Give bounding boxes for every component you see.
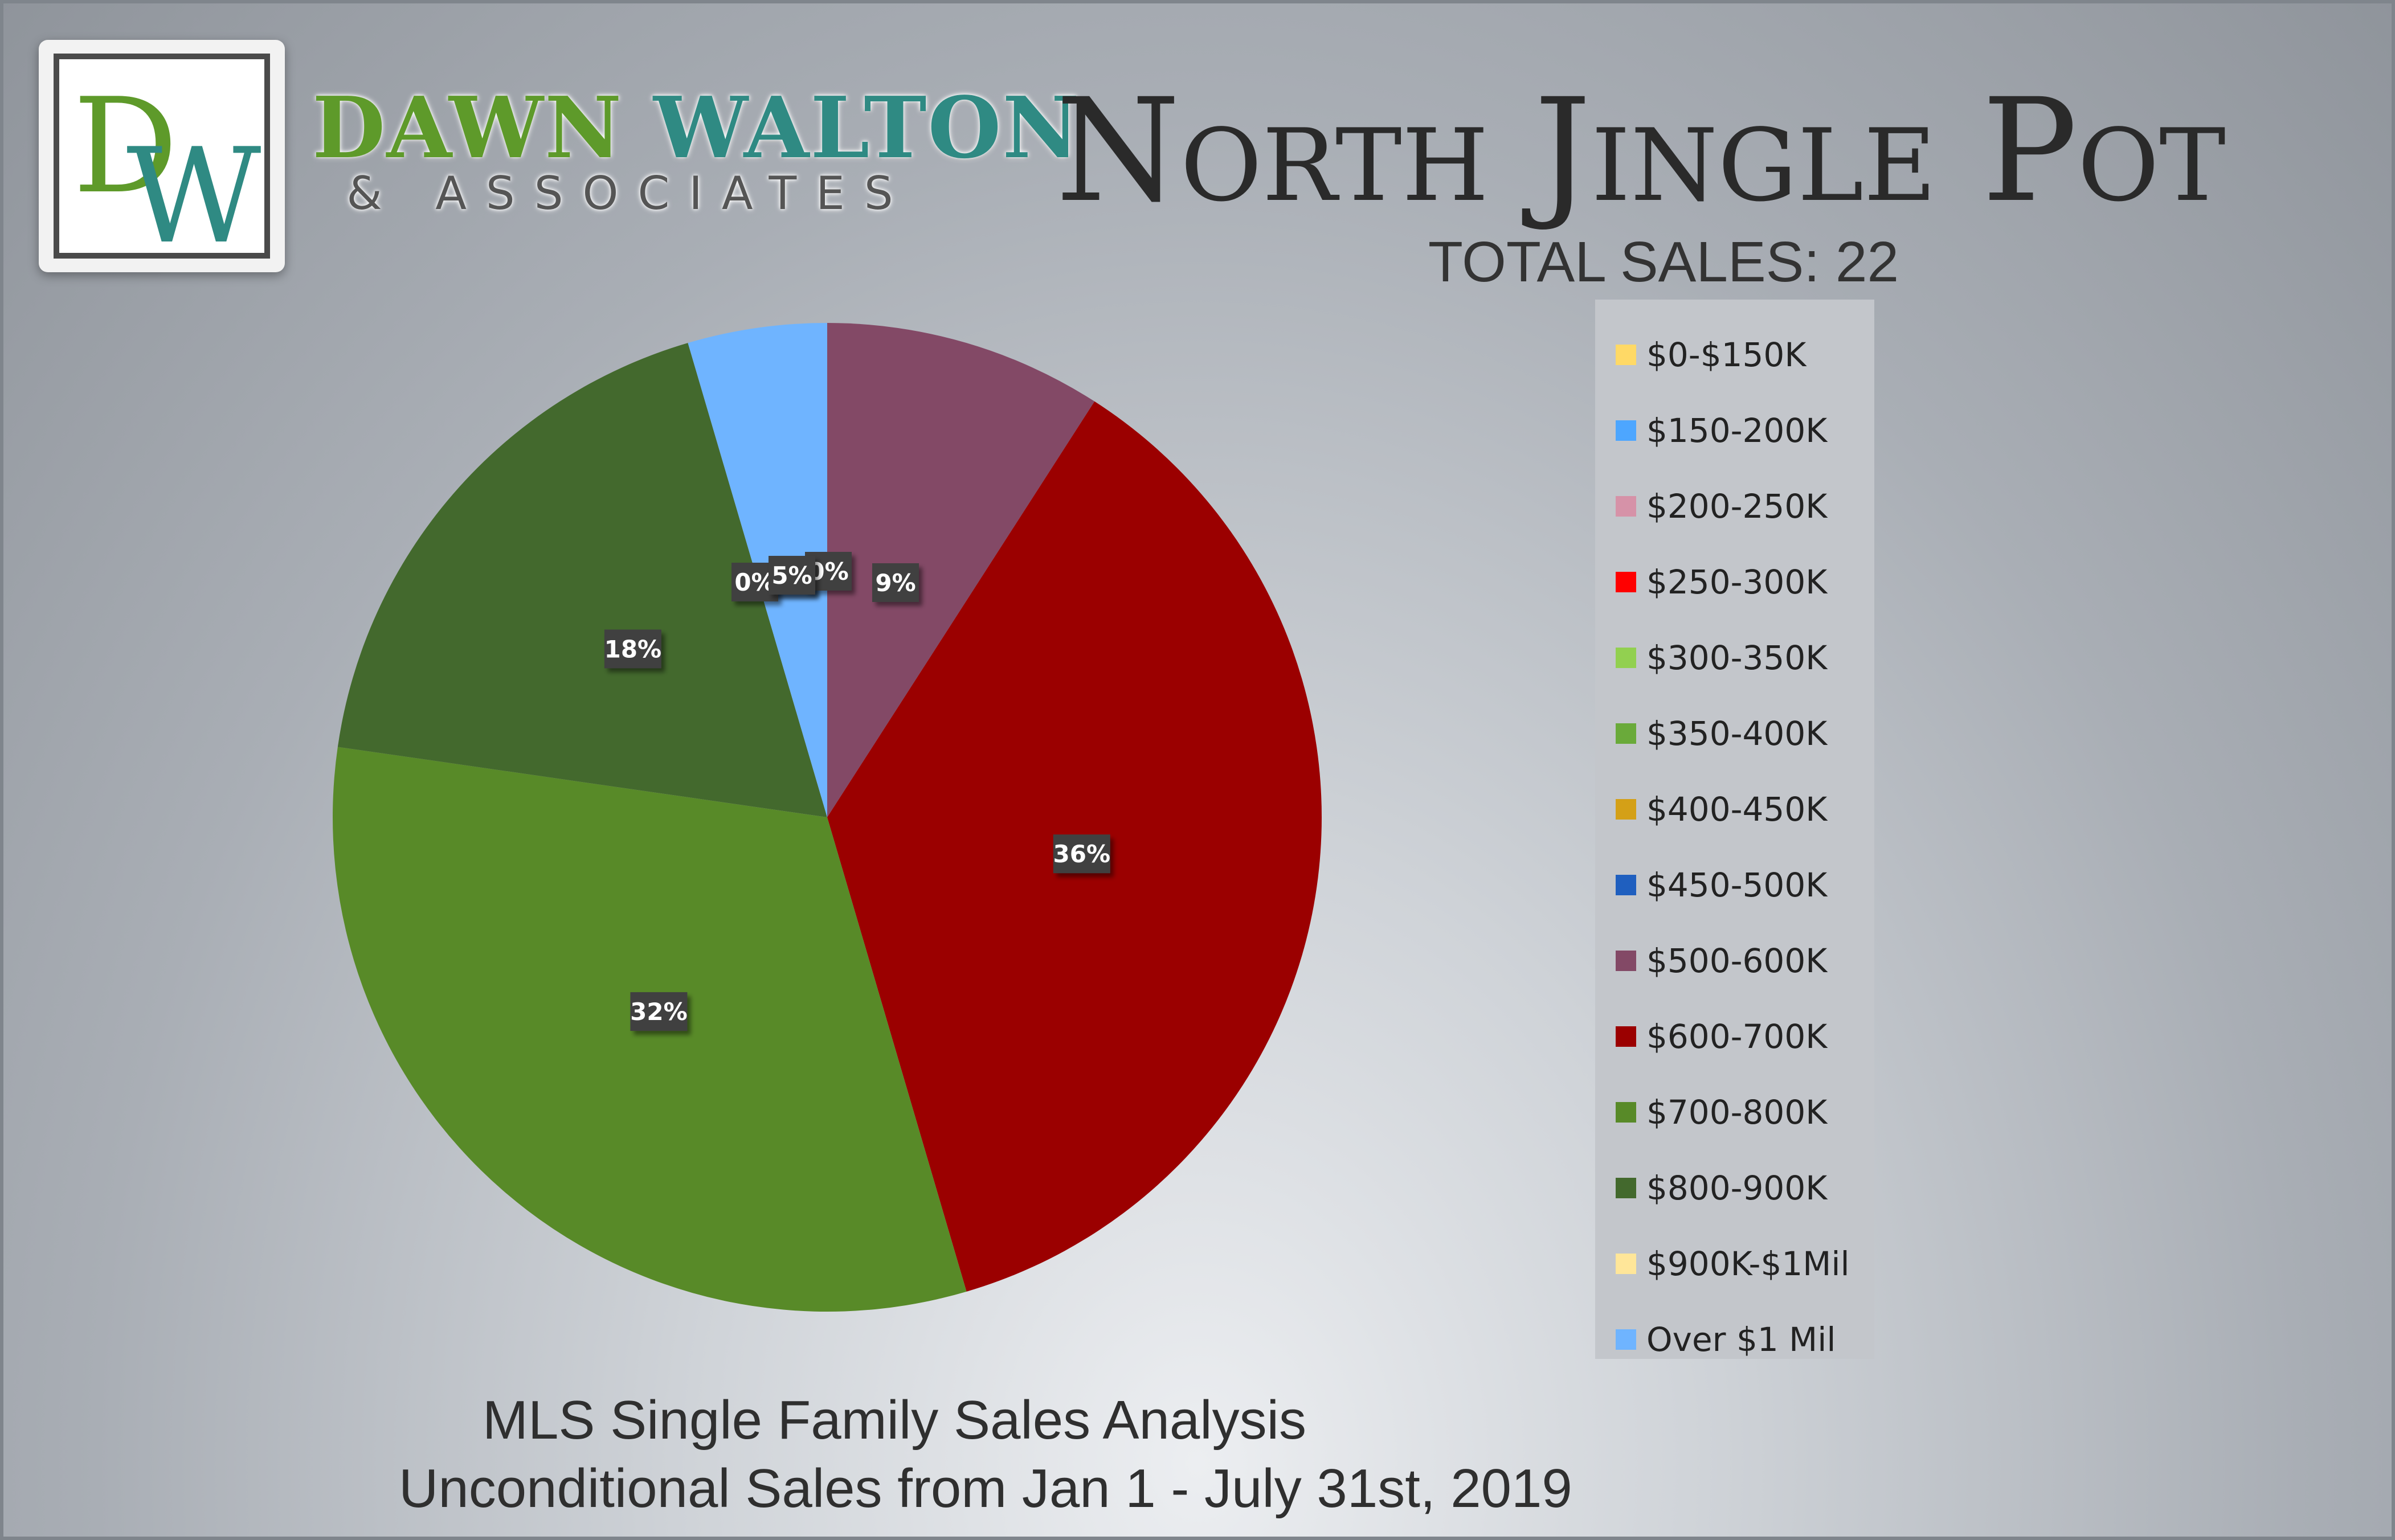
legend-label: $600-700K: [1646, 1017, 1828, 1056]
legend-item: $800-900K: [1595, 1150, 1874, 1226]
legend-swatch: [1616, 1329, 1636, 1350]
legend-item: $200-250K: [1595, 468, 1874, 544]
data-label-700-800k-text: 32%: [630, 998, 688, 1026]
brand-logo: D W: [39, 40, 285, 273]
chart-legend: $0-$150K $150-200K $200-250K $250-300K $300-…: [1595, 300, 1874, 1359]
legend-item: $400-450K: [1595, 771, 1874, 847]
brand-name-dawn: DAWN: [312, 78, 653, 177]
legend-label: $500-600K: [1646, 941, 1828, 980]
monogram-w: W: [126, 121, 261, 253]
data-label-800-900k: 18%: [604, 629, 662, 669]
legend-label: $200-250K: [1646, 486, 1828, 526]
pie-slice-800-900k: [337, 343, 827, 817]
data-label-over-1-mil-front: 5%: [769, 556, 815, 595]
legend-label: $300-350K: [1646, 638, 1828, 677]
legend-swatch: [1616, 495, 1636, 517]
legend-item: $250-300K: [1595, 544, 1874, 620]
legend-label: $900K-$1Mil: [1646, 1244, 1850, 1283]
legend-item: $450-500K: [1595, 847, 1874, 923]
legend-label: $0-$150K: [1646, 335, 1807, 374]
data-label-zero-over-1mil-side-text: 0%: [734, 568, 775, 596]
pie-slice-500-600k: [827, 323, 1095, 817]
data-label-500-600k-text: 9%: [875, 569, 916, 597]
legend-item: Over $1 Mil: [1595, 1301, 1874, 1377]
legend-label: $350-400K: [1646, 714, 1828, 753]
data-label-800-900k-box: [604, 629, 661, 669]
legend-swatch: [1616, 344, 1636, 365]
brand-subtitle: & ASSOCIATES: [346, 167, 913, 220]
pie-labels: 9%36%32%18%5%0%0%5%: [604, 552, 1110, 1031]
legend-item: $700-800K: [1595, 1074, 1874, 1150]
legend-label: $250-300K: [1646, 562, 1828, 601]
legend-item: $900K-$1Mil: [1595, 1226, 1874, 1301]
legend-label: $150-200K: [1646, 411, 1828, 450]
legend-label: $400-450K: [1646, 789, 1828, 829]
data-label-600-700k-box: [1053, 834, 1110, 874]
brand-name: DAWN WALTON: [312, 85, 1080, 170]
brand-name-walton: WALTON: [653, 78, 1081, 177]
legend-swatch: [1616, 874, 1636, 895]
footer-subtitle: Unconditional Sales from Jan 1 - July 31…: [399, 1458, 1572, 1519]
legend-swatch: [1616, 723, 1636, 744]
legend-label: $800-900K: [1646, 1168, 1828, 1207]
total-sales: TOTAL SALES: 22: [1428, 230, 1899, 294]
legend-item: $300-350K: [1595, 620, 1874, 695]
data-label-700-800k: 32%: [630, 992, 688, 1031]
legend-label: Over $1 Mil: [1646, 1320, 1836, 1359]
legend-swatch: [1616, 1101, 1636, 1123]
pie-slices: [332, 323, 1322, 1312]
legend-item: $600-700K: [1595, 998, 1874, 1074]
legend-swatch: [1616, 950, 1636, 971]
legend-swatch: [1616, 798, 1636, 820]
data-label-600-700k: 36%: [1053, 834, 1111, 874]
legend-swatch: [1616, 420, 1636, 441]
data-label-over-1-mil-front-box: [769, 556, 815, 595]
legend-swatch: [1616, 1026, 1636, 1047]
legend-item: $350-400K: [1595, 695, 1874, 771]
footer-title: MLS Single Family Sales Analysis: [483, 1390, 1306, 1451]
data-label-500-600k: 9%: [872, 563, 919, 602]
page-title: North Jingle Pot: [1056, 68, 2226, 234]
legend-item: $0-$150K: [1595, 317, 1874, 392]
legend-label: $700-800K: [1646, 1092, 1828, 1132]
legend-item: $500-600K: [1595, 923, 1874, 998]
data-label-700-800k-box: [630, 992, 688, 1031]
legend-swatch: [1616, 1253, 1636, 1274]
legend-swatch: [1616, 1177, 1636, 1198]
data-label-over-1-mil-front-text: 5%: [771, 562, 812, 589]
data-label-500-600k-box: [872, 563, 919, 602]
data-label-600-700k-text: 36%: [1053, 840, 1111, 868]
legend-swatch: [1616, 571, 1636, 592]
monogram-d: D: [73, 71, 178, 223]
logo-monogram-frame: D W: [54, 54, 270, 273]
legend-item: $150-200K: [1595, 392, 1874, 468]
legend-label: $450-500K: [1646, 865, 1828, 904]
dw-monogram-icon: D W: [73, 71, 261, 273]
data-label-800-900k-text: 18%: [604, 635, 662, 663]
legend-swatch: [1616, 647, 1636, 668]
